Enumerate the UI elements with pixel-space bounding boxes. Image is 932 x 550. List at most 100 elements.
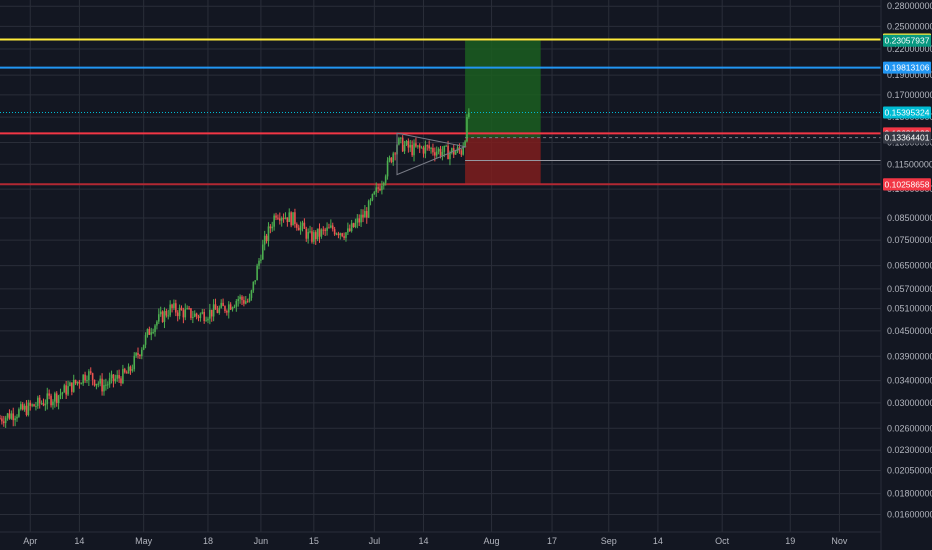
candle-up [167,315,170,317]
candle-down [118,375,120,379]
candle-down [418,145,421,148]
candle-up [207,318,209,321]
candle-up [354,222,357,228]
candle-up [405,140,408,145]
profit-zone[interactable] [465,40,541,138]
candle-down [352,223,355,228]
candle-down [188,308,190,310]
candle-down [290,212,292,226]
price-tags: 0.232124180.230579370.198131060.15395324… [883,33,931,191]
candle-up [454,151,457,155]
candle-up [307,231,309,239]
candle-up [37,397,39,407]
horizontal-levels[interactable] [0,38,881,186]
candle-up [435,151,438,156]
candle-up [288,212,291,223]
candle-down [428,145,430,149]
candle-up [239,296,241,300]
candle-up [449,152,451,160]
candle-down [379,188,381,191]
triangle-outline[interactable] [396,132,467,176]
y-tick-label: 0.02300000 [887,445,932,455]
candle-down [55,393,58,404]
candle-up [271,226,274,229]
x-tick-label: 18 [203,536,213,546]
candle-down [137,353,139,356]
candle-up [6,413,9,418]
candle-down [93,379,96,386]
candle-down [243,300,245,304]
candle-up [254,280,257,282]
time-axis[interactable] [0,532,932,550]
x-tick-label: May [135,536,153,546]
candle-up [154,325,156,332]
candle-up [388,157,391,161]
candle-down [65,385,67,395]
triangle-pattern[interactable] [396,132,467,176]
candle-down [226,311,228,313]
candle-up [105,384,107,386]
candle-down [120,378,122,384]
candle-up [468,112,470,118]
candle-up [220,302,222,308]
candle-up [235,301,238,307]
y-tick-label: 0.02600000 [887,423,932,433]
candle-up [233,306,236,308]
candle-up [193,313,196,317]
candle-up [114,378,117,382]
stop-loss-zone[interactable] [465,137,541,185]
candle-down [214,304,217,310]
candle-up [88,371,90,381]
candle-up [144,335,147,345]
candle-up [173,303,175,308]
y-tick-label: 0.05700000 [887,284,932,294]
long-position-tool[interactable] [465,40,881,185]
candle-down [241,296,243,301]
candle-down [182,310,185,318]
candle-up [10,413,13,419]
candle-up [284,217,287,219]
candle-up [375,187,378,192]
candle-down [277,217,279,219]
candle-up [417,145,419,147]
x-tick-label: 15 [309,536,319,546]
candle-up [106,384,109,386]
candle-down [29,402,32,406]
x-tick-label: Jul [369,536,381,546]
candle-down [411,144,413,156]
candle-down [305,228,308,239]
tag-entry: 0.13364401 [885,133,930,143]
y-tick-label: 0.02050000 [887,466,932,476]
candle-down [286,217,289,223]
candle-up [320,229,323,237]
candle-down [426,145,429,147]
candle-down [390,157,393,163]
candle-up [57,395,60,404]
price-axis[interactable] [881,0,932,532]
candle-up [413,143,415,156]
candle-down [125,372,128,374]
candle-up [72,379,75,392]
candle-up [156,321,158,326]
candle-up [280,217,283,221]
y-tick-label: 0.08500000 [887,213,932,223]
candle-up [462,146,464,155]
candle-up [184,309,187,318]
candle-up [231,307,234,310]
candle-down [12,413,15,421]
y-tick-label: 0.03900000 [887,351,932,361]
candle-down [415,143,417,147]
candle-down [314,232,317,240]
candle-down [394,153,396,155]
candle-down [224,306,226,312]
candle-up [398,138,400,145]
candle-up [146,329,149,336]
x-tick-label: Nov [831,536,848,546]
candle-up [424,145,427,154]
candle-down [337,233,340,236]
candle-down [197,316,200,318]
candle-up [252,281,255,291]
candle-up [140,349,143,356]
candle-up [263,235,266,245]
